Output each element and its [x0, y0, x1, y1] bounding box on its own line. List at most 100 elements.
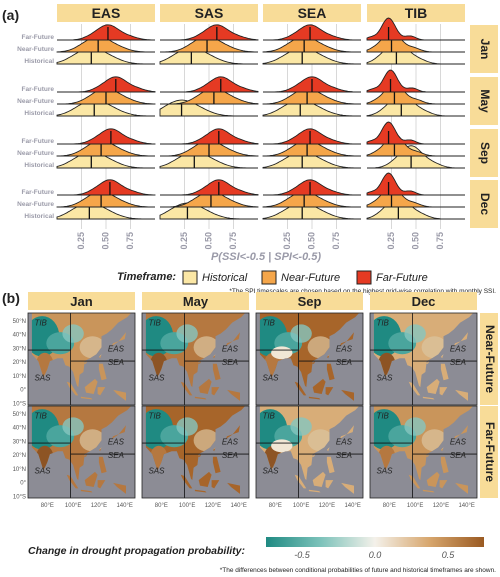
region-label-sas: SAS	[148, 466, 165, 475]
legend-label-far-future: Far-Future	[376, 272, 428, 284]
wet-blob	[290, 417, 312, 436]
row-label-jan: Jan	[478, 39, 492, 60]
density-sas-jan-far-future	[160, 24, 259, 41]
x-tick-label: 0.50	[100, 232, 110, 250]
map-frame	[369, 405, 478, 499]
density-sas-may-far-future	[160, 76, 259, 93]
x-tick-label: 0.75	[331, 232, 341, 250]
panel-label-b: (b)	[2, 290, 20, 306]
strip-sea	[263, 4, 361, 22]
legend-label-historical: Historical	[202, 272, 248, 284]
region-label-eas: EAS	[108, 437, 125, 446]
lon-tick-label: 120°E	[433, 503, 449, 509]
map-strip-label-jan: Jan	[70, 294, 92, 309]
series-label-far-future: Far-Future	[22, 189, 55, 196]
x-tick-label: 0.25	[386, 232, 396, 250]
x-tick-label: 0.25	[282, 232, 292, 250]
region-label-tib: TIB	[262, 318, 275, 327]
density-sea-jan-far-future	[263, 24, 361, 41]
series-label-far-future: Far-Future	[22, 34, 55, 41]
series-label-historical: Historical	[24, 213, 54, 220]
lon-tick-label: 80°E	[41, 503, 54, 509]
colorbar-tick-pos: 0.5	[442, 550, 456, 560]
density-eas-sep-far-future	[57, 128, 156, 145]
region-label-sea: SEA	[222, 451, 238, 460]
wet-blob	[62, 324, 84, 343]
x-tick-label: 0.25	[179, 232, 189, 250]
region-label-sas: SAS	[262, 373, 279, 382]
lon-tick-label: 140°E	[230, 503, 246, 509]
legend-title: Timeframe:	[117, 271, 176, 283]
colorbar-tick-neg: -0.5	[294, 550, 311, 560]
density-tib-jan-far-future	[366, 17, 465, 41]
lon-tick-label: 100°E	[407, 503, 423, 509]
series-label-far-future: Far-Future	[22, 138, 55, 145]
strip-label-sea: SEA	[298, 5, 327, 21]
region-label-tib: TIB	[34, 411, 47, 420]
lon-tick-label: 80°E	[383, 503, 396, 509]
lon-tick-label: 100°E	[65, 503, 81, 509]
region-label-sas: SAS	[34, 466, 51, 475]
map-frame	[27, 312, 136, 406]
map-strip-label-dec: Dec	[412, 294, 436, 309]
lat-tick-label: 10°S	[13, 494, 26, 500]
lat-tick-label: 40°N	[13, 426, 26, 432]
region-label-eas: EAS	[336, 344, 353, 353]
region-label-sea: SEA	[108, 451, 124, 460]
x-tick-label: 0.75	[435, 232, 445, 250]
map-panel: Jan May Sep Dec Near-Future 50°N 40°N 30°N 20°N 1…	[13, 292, 498, 509]
ridgeline-panel: EAS SAS SEA TIB Jan Far-Future Near-Future Hist…	[17, 4, 498, 250]
region-label-sea: SEA	[450, 451, 466, 460]
lat-tick-label: 10°S	[13, 401, 26, 407]
neutral-blob	[271, 439, 293, 453]
legend-swatch-historical	[182, 270, 198, 285]
series-label-historical: Historical	[24, 110, 54, 117]
wet-blob	[176, 324, 198, 343]
row-strip-sep	[470, 129, 498, 177]
wet-blob	[176, 417, 198, 436]
density-eas-may-far-future	[57, 76, 156, 93]
region-label-eas: EAS	[108, 344, 125, 353]
wet-blob	[290, 324, 312, 343]
x-tick-label: 0.25	[76, 232, 86, 250]
region-label-eas: EAS	[222, 344, 239, 353]
timeframe-legend: Timeframe: Historical Near-Future Far-Fu…	[117, 270, 428, 285]
lat-tick-label: 10°N	[13, 374, 26, 380]
colorbar-tick-zero: 0.0	[369, 550, 382, 560]
series-label-near-future: Near-Future	[17, 98, 54, 105]
strip-label-eas: EAS	[92, 5, 121, 21]
region-label-sas: SAS	[148, 373, 165, 382]
lon-tick-label: 100°E	[179, 503, 195, 509]
lon-tick-label: 140°E	[116, 503, 132, 509]
strip-label-sas: SAS	[195, 5, 224, 21]
region-label-eas: EAS	[336, 437, 353, 446]
series-label-near-future: Near-Future	[17, 201, 54, 208]
lon-tick-label: 120°E	[91, 503, 107, 509]
map-frame	[255, 405, 364, 499]
series-label-far-future: Far-Future	[22, 86, 55, 93]
series-label-historical: Historical	[24, 162, 54, 169]
lon-tick-label: 100°E	[293, 503, 309, 509]
lon-tick-label: 120°E	[205, 503, 221, 509]
lon-tick-label: 140°E	[344, 503, 360, 509]
density-tib-dec-far-future	[366, 172, 465, 196]
lat-tick-label: 0°	[20, 481, 26, 487]
map-row-strip-near-future	[480, 313, 498, 405]
region-label-sea: SEA	[336, 358, 352, 367]
map-strip-label-may: May	[183, 294, 209, 309]
region-label-sas: SAS	[262, 466, 279, 475]
row-strip-jan	[470, 25, 498, 73]
density-tib-sep-historical	[367, 145, 465, 169]
map-row-strip-far-future	[480, 406, 498, 498]
x-tick-label: 0.50	[306, 232, 316, 250]
region-label-eas: EAS	[222, 437, 239, 446]
region-label-eas: EAS	[450, 437, 467, 446]
lat-tick-label: 30°N	[13, 346, 26, 352]
region-label-sea: SEA	[450, 358, 466, 367]
density-eas-jan-far-future	[57, 24, 156, 41]
x-tick-label: 0.75	[125, 232, 135, 250]
lat-tick-label: 30°N	[13, 439, 26, 445]
strip-sas	[160, 4, 258, 22]
region-label-sas: SAS	[376, 466, 393, 475]
density-tib-sep-far-future	[366, 121, 465, 145]
